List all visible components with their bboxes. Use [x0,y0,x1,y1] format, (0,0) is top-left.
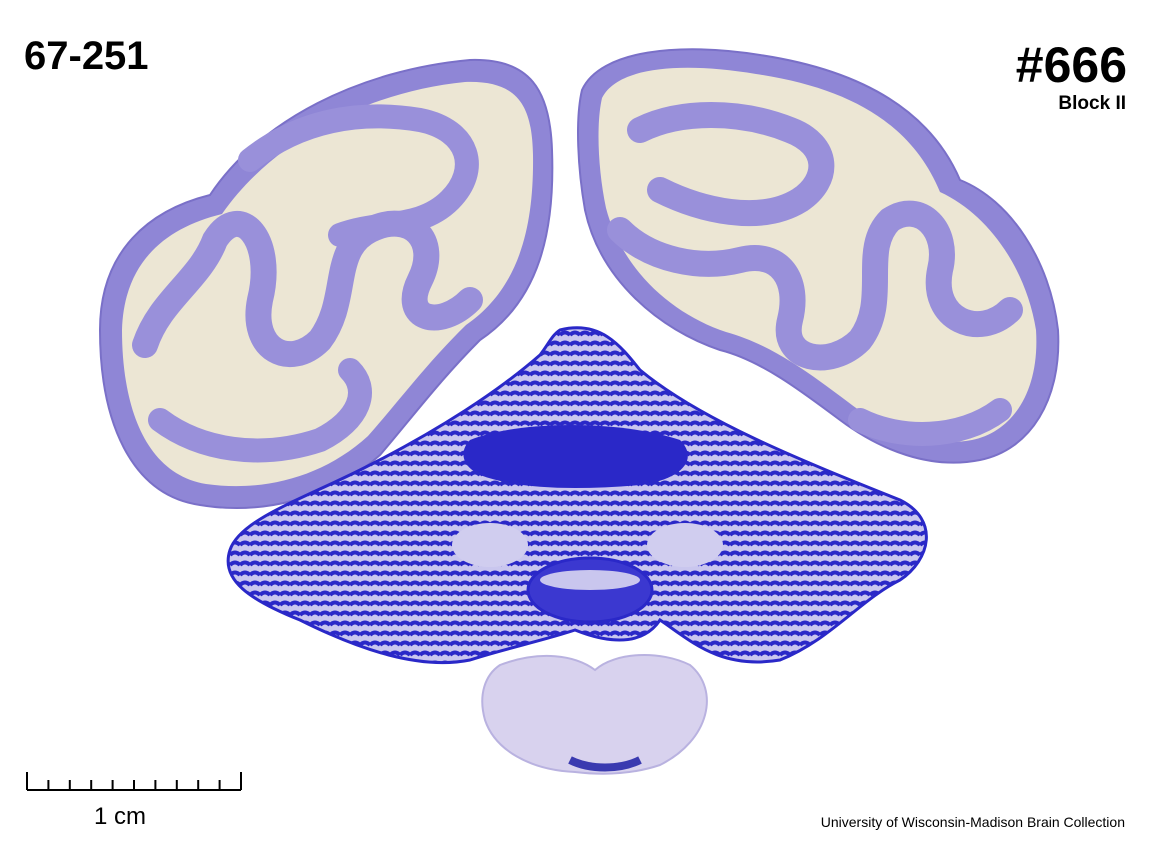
left-hemisphere [98,58,554,509]
scale-bar [26,772,242,791]
credit-text: University of Wisconsin-Madison Brain Co… [820,814,1125,830]
cerebellum [226,326,928,665]
right-hemisphere [577,48,1060,464]
block-label: Block II [1058,93,1126,114]
medulla [481,653,708,775]
case-number: #666 [1015,37,1127,93]
accession-number: 67-251 [24,34,149,78]
scale-bar-label: 1 cm [94,803,147,830]
